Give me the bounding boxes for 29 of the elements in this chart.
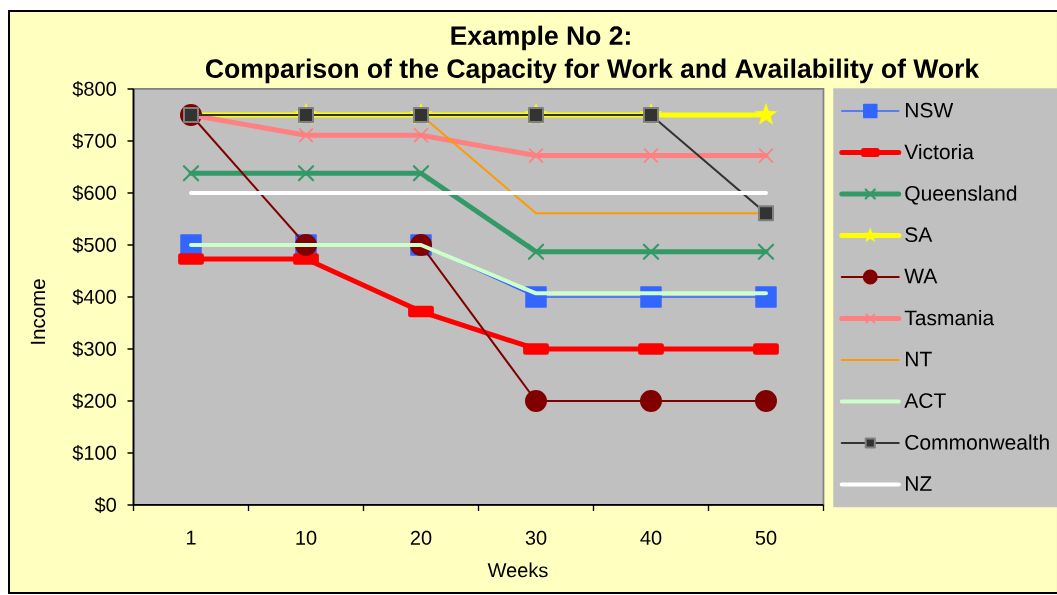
y-tick-label: $200 bbox=[72, 392, 116, 410]
chart-title: Example No 2: bbox=[451, 25, 630, 51]
legend-label: Tasmania bbox=[904, 309, 995, 326]
legend-label: Commonwealth bbox=[905, 434, 1049, 450]
y-axis-title: Income bbox=[30, 279, 46, 344]
legend-label: WA bbox=[904, 268, 938, 284]
legend-label: SA bbox=[905, 227, 933, 243]
legend-label: NSW bbox=[905, 102, 954, 118]
y-tick-label: $800 bbox=[72, 80, 116, 98]
y-tick-label: $300 bbox=[72, 340, 116, 358]
x-tick-label: 1 bbox=[186, 530, 196, 545]
y-tick-label: $400 bbox=[72, 288, 116, 306]
chart-subtitle: Comparison of the Capacity for Work and Availability of Work bbox=[205, 58, 980, 84]
x-tick-label: 50 bbox=[755, 530, 777, 545]
legend-label: Queensland bbox=[905, 185, 1017, 205]
x-tick-label: 40 bbox=[640, 530, 662, 545]
x-axis-title: Weeks bbox=[487, 562, 548, 578]
y-tick-label: $100 bbox=[72, 444, 116, 462]
y-tick-label: $0 bbox=[94, 496, 116, 514]
x-tick-label: 30 bbox=[525, 530, 547, 545]
x-tick-label: 20 bbox=[410, 530, 432, 545]
y-tick-label: $600 bbox=[72, 184, 116, 202]
legend-label: NZ bbox=[905, 476, 932, 491]
legend-label: Victoria bbox=[904, 143, 974, 160]
y-tick-label: $500 bbox=[72, 236, 116, 254]
legend-label: NT bbox=[905, 351, 932, 367]
x-tick-label: 10 bbox=[296, 530, 317, 545]
y-tick-label: $700 bbox=[72, 132, 116, 150]
legend-label: ACT bbox=[904, 393, 946, 409]
